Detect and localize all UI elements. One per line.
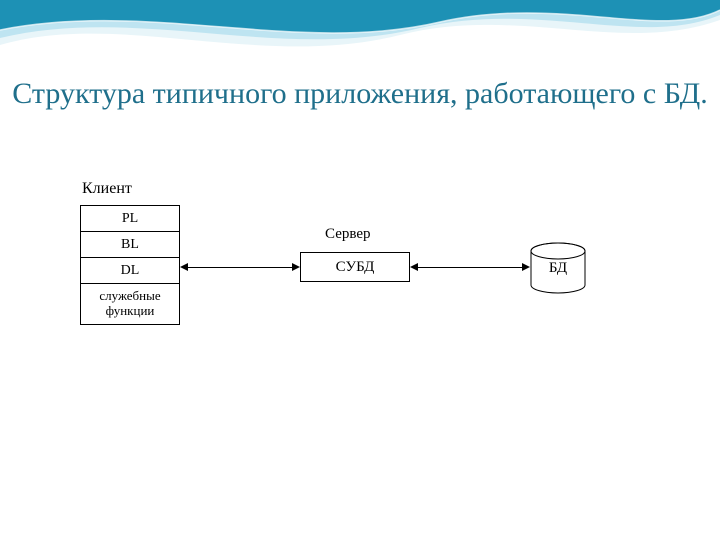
- arrow-head-right-icon: [522, 263, 530, 271]
- arrow-dbms-db: [418, 267, 522, 268]
- arrow-head-left-icon: [410, 263, 418, 271]
- arrow-head-left-icon: [180, 263, 188, 271]
- stack-cell-bl: BL: [81, 232, 179, 258]
- client-stack: PL BL DL служебные функции: [80, 205, 180, 325]
- stack-cell-pl: PL: [81, 206, 179, 232]
- stack-cell-dl: DL: [81, 258, 179, 284]
- wave-decoration: [0, 0, 720, 75]
- client-label: Клиент: [82, 180, 132, 198]
- arrow-client-dbms: [188, 267, 292, 268]
- dbms-label: СУБД: [336, 259, 375, 276]
- arrow-head-right-icon: [292, 263, 300, 271]
- dbms-box: СУБД: [300, 252, 410, 282]
- stack-cell-util: служебные функции: [81, 284, 179, 324]
- slide-title: Структура типичного приложения, работающ…: [0, 75, 720, 113]
- database-label: БД: [530, 260, 586, 277]
- server-label: Сервер: [325, 226, 371, 243]
- architecture-diagram: Клиент PL BL DL служебные функции Сервер…: [60, 180, 660, 400]
